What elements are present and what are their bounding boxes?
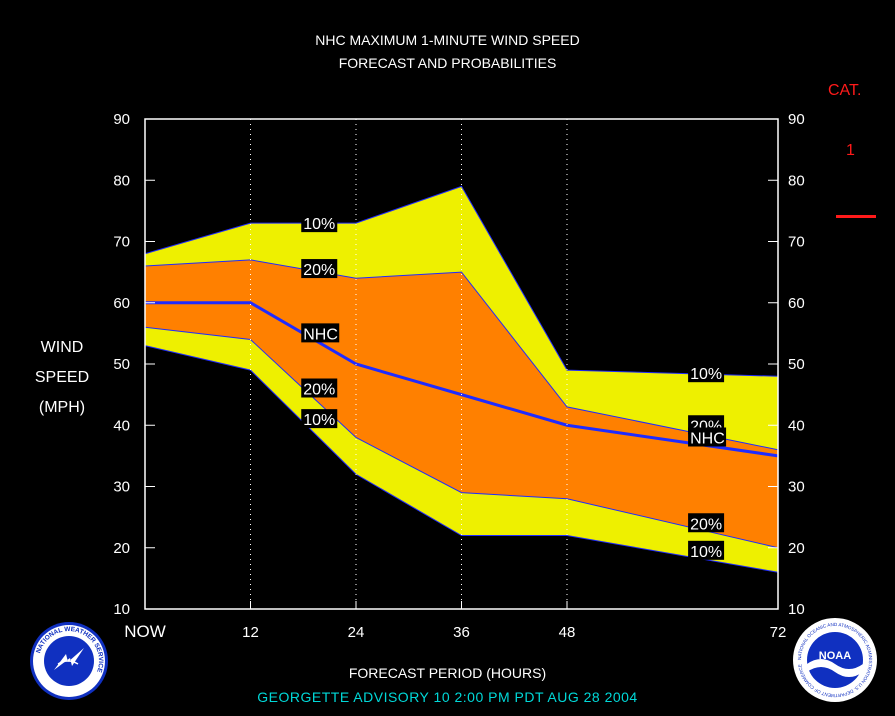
curve-label-4: 10% [303,412,335,429]
y-tick-label-left-60: 60 [113,295,130,312]
y-tick-label-right-10: 10 [788,601,805,618]
curve-label-box-3 [301,378,338,398]
y-tick-label-right-90: 90 [788,111,805,128]
curve-label-box-0 [301,213,338,233]
y-tick-label-left-20: 20 [113,540,130,557]
curve-label-box-2 [301,323,340,343]
y-tick-label-left-80: 80 [113,172,130,189]
x-tick-label-72: 72 [770,624,787,641]
x-axis-label: FORECAST PERIOD (HOURS) [348,665,547,681]
curve-label-5: 10% [690,366,722,383]
y-tick-label-left-90: 90 [113,111,130,128]
curve-label-box-8 [688,513,725,533]
curve-label-box-4 [301,409,338,429]
x-tick-label-36: 36 [453,624,470,641]
y-axis-label-line1: WIND [40,339,84,356]
curve-label-2: NHC [303,326,338,343]
y-tick-label-right-60: 60 [788,295,805,312]
y-tick-label-left-10: 10 [113,601,130,618]
curve-label-box-7 [688,427,727,447]
series-line-upper_10 [144,185,779,377]
y-tick-label-left-50: 50 [113,356,130,373]
y-tick-label-left-40: 40 [113,417,130,434]
y-tick-label-right-40: 40 [788,417,805,434]
category-label: CAT. [828,82,862,99]
y-tick-label-left-30: 30 [113,479,130,496]
curve-label-9: 10% [690,544,722,561]
x-tick-label-48: 48 [559,624,576,641]
series-line-forecast [145,301,779,458]
curve-label-box-9 [688,540,725,560]
noaa-logo-text: NOAA [819,650,851,662]
curve-label-8: 20% [690,516,722,533]
y-tick-label-right-30: 30 [788,479,805,496]
chart-title-line1: NHC MAXIMUM 1-MINUTE WIND SPEED [315,32,580,48]
curve-label-box-5 [688,363,725,383]
curve-label-3: 20% [303,382,335,399]
y-tick-label-right-70: 70 [788,234,805,251]
x-tick-label-0: NOW [124,622,166,641]
series-line-lower_10 [144,345,779,573]
category-line [836,215,876,218]
y-tick-label-right-50: 50 [788,356,805,373]
noaa-logo-icon: NATIONAL OCEANIC AND ATMOSPHERIC ADMINIS… [793,618,877,702]
y-axis-label-line3: (MPH) [38,399,86,416]
category-value: 1 [846,142,855,159]
y-axis-label-line2: SPEED [34,369,90,386]
y-axis-label: WIND SPEED (MPH) [22,333,102,423]
y-tick-label-right-80: 80 [788,172,805,189]
series-line-lower_20 [144,326,779,549]
curve-label-7: NHC [690,431,725,448]
x-tick-label-12: 12 [242,624,259,641]
y-tick-label-right-20: 20 [788,540,805,557]
curve-label-box-1 [301,259,338,279]
curve-label-1: 20% [303,262,335,279]
chart-title-line2: FORECAST AND PROBABILITIES [338,55,557,71]
series-line-upper_20 [144,259,779,451]
y-tick-label-left-70: 70 [113,234,130,251]
nws-logo-icon: NATIONAL WEATHER SERVICE [30,622,108,700]
curve-label-0: 10% [303,216,335,233]
x-tick-label-24: 24 [348,624,365,641]
advisory-line: GEORGETTE ADVISORY 10 2:00 PM PDT AUG 28… [257,689,638,705]
